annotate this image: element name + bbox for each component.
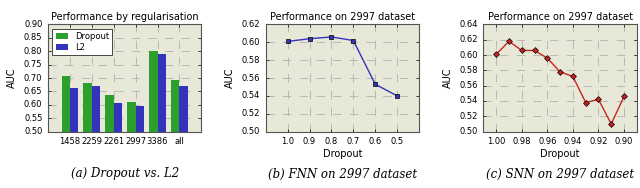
Title: Performance on 2997 dataset: Performance on 2997 dataset: [270, 12, 415, 22]
Bar: [92, 86, 100, 188]
Bar: [171, 80, 179, 188]
X-axis label: Dropout: Dropout: [323, 149, 362, 159]
Bar: [114, 103, 122, 188]
Bar: [136, 106, 144, 188]
Bar: [83, 83, 92, 188]
Y-axis label: AUC: AUC: [225, 68, 235, 88]
Title: Performance by regularisation: Performance by regularisation: [51, 12, 198, 22]
Bar: [106, 95, 114, 188]
Title: Performance on 2997 dataset: Performance on 2997 dataset: [488, 12, 633, 22]
Bar: [179, 86, 188, 188]
Bar: [149, 51, 157, 188]
Bar: [61, 76, 70, 188]
Text: (b) FNN on 2997 dataset: (b) FNN on 2997 dataset: [268, 168, 417, 180]
Y-axis label: AUC: AUC: [442, 68, 452, 88]
Bar: [157, 54, 166, 188]
Legend: Dropout, L2: Dropout, L2: [52, 29, 112, 55]
Y-axis label: AUC: AUC: [7, 68, 17, 88]
X-axis label: Dropout: Dropout: [540, 149, 580, 159]
Text: (a) Dropout vs. L2: (a) Dropout vs. L2: [70, 168, 179, 180]
Text: (c) SNN on 2997 dataset: (c) SNN on 2997 dataset: [486, 168, 634, 180]
Bar: [70, 88, 78, 188]
Bar: [127, 102, 136, 188]
